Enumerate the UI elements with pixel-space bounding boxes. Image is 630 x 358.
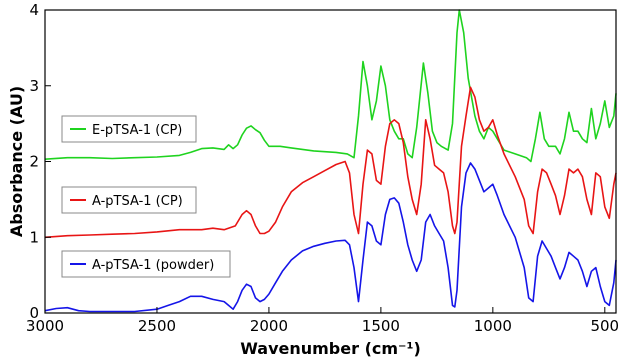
legend-label: A-pTSA-1 (CP): [92, 194, 183, 209]
legend-label: A-pTSA-1 (powder): [92, 258, 214, 273]
legend-label: E-pTSA-1 (CP): [92, 123, 182, 138]
series-line-3: [44, 162, 617, 313]
series-layer: [44, 9, 617, 313]
series-line-2: [44, 86, 617, 239]
x-tick-label: 500: [590, 317, 619, 335]
y-tick-label: 0: [29, 304, 39, 322]
y-tick-label: 1: [29, 228, 39, 246]
y-axis-title: Absorbance (AU): [7, 86, 26, 237]
legend-box: [61, 250, 231, 278]
legend-entry-3: A-pTSA-1 (powder): [61, 250, 231, 278]
y-tick-label: 2: [29, 153, 39, 171]
x-tick-label: 2000: [250, 317, 288, 335]
legend-entry-2: A-pTSA-1 (CP): [61, 186, 197, 214]
y-tick-label: 3: [29, 77, 39, 95]
x-tick-label: 2500: [138, 317, 176, 335]
y-tick-label: 4: [29, 1, 39, 19]
x-axis-title: Wavenumber (cm⁻¹): [240, 339, 421, 358]
series-line-1: [44, 9, 617, 163]
x-tick-label: 3000: [26, 317, 64, 335]
legend: E-pTSA-1 (CP) A-pTSA-1 (CP) A-pTSA-1 (powd…: [61, 115, 231, 278]
x-tick-label: 1500: [362, 317, 400, 335]
x-tick-label: 1000: [474, 317, 512, 335]
legend-entry-1: E-pTSA-1 (CP): [61, 115, 197, 143]
ticks-layer: 3000 2500 2000 1500 1000 500 0 1 2 3 4: [26, 1, 619, 335]
